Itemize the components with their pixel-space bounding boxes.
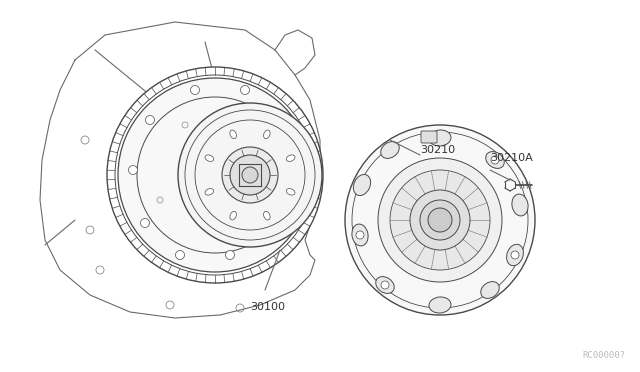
- Circle shape: [420, 200, 460, 240]
- Ellipse shape: [507, 244, 524, 266]
- Circle shape: [356, 231, 364, 239]
- Text: 30100: 30100: [250, 302, 285, 312]
- Ellipse shape: [376, 277, 394, 294]
- Ellipse shape: [429, 297, 451, 313]
- Ellipse shape: [214, 157, 245, 177]
- Ellipse shape: [264, 211, 270, 220]
- Ellipse shape: [264, 130, 270, 139]
- Ellipse shape: [286, 189, 295, 195]
- Circle shape: [242, 167, 258, 183]
- Circle shape: [225, 250, 234, 260]
- Circle shape: [390, 170, 490, 270]
- Circle shape: [428, 208, 452, 232]
- Circle shape: [129, 166, 138, 174]
- Circle shape: [222, 147, 278, 203]
- Ellipse shape: [230, 211, 236, 220]
- Circle shape: [511, 251, 519, 259]
- Ellipse shape: [429, 130, 451, 146]
- Circle shape: [175, 250, 184, 260]
- Text: RC00000?: RC00000?: [582, 351, 625, 360]
- FancyBboxPatch shape: [421, 131, 437, 143]
- Ellipse shape: [486, 152, 504, 169]
- Ellipse shape: [381, 142, 399, 158]
- Circle shape: [118, 78, 312, 272]
- Circle shape: [191, 86, 200, 94]
- Circle shape: [275, 115, 285, 125]
- Text: 30210A: 30210A: [490, 153, 532, 163]
- Circle shape: [271, 225, 280, 234]
- Circle shape: [241, 86, 250, 94]
- Circle shape: [345, 125, 535, 315]
- Ellipse shape: [352, 224, 368, 246]
- Circle shape: [289, 166, 298, 174]
- Circle shape: [491, 156, 499, 164]
- Circle shape: [410, 190, 470, 250]
- Ellipse shape: [481, 282, 499, 298]
- Circle shape: [141, 218, 150, 228]
- Circle shape: [178, 103, 322, 247]
- Circle shape: [230, 155, 270, 195]
- Circle shape: [145, 115, 154, 125]
- Circle shape: [381, 281, 389, 289]
- Ellipse shape: [512, 194, 528, 216]
- Ellipse shape: [286, 155, 295, 161]
- Ellipse shape: [230, 130, 236, 139]
- Text: 30210: 30210: [420, 145, 455, 155]
- Ellipse shape: [205, 189, 214, 195]
- Circle shape: [107, 67, 323, 283]
- Circle shape: [378, 158, 502, 282]
- Ellipse shape: [353, 174, 371, 196]
- Ellipse shape: [205, 155, 214, 161]
